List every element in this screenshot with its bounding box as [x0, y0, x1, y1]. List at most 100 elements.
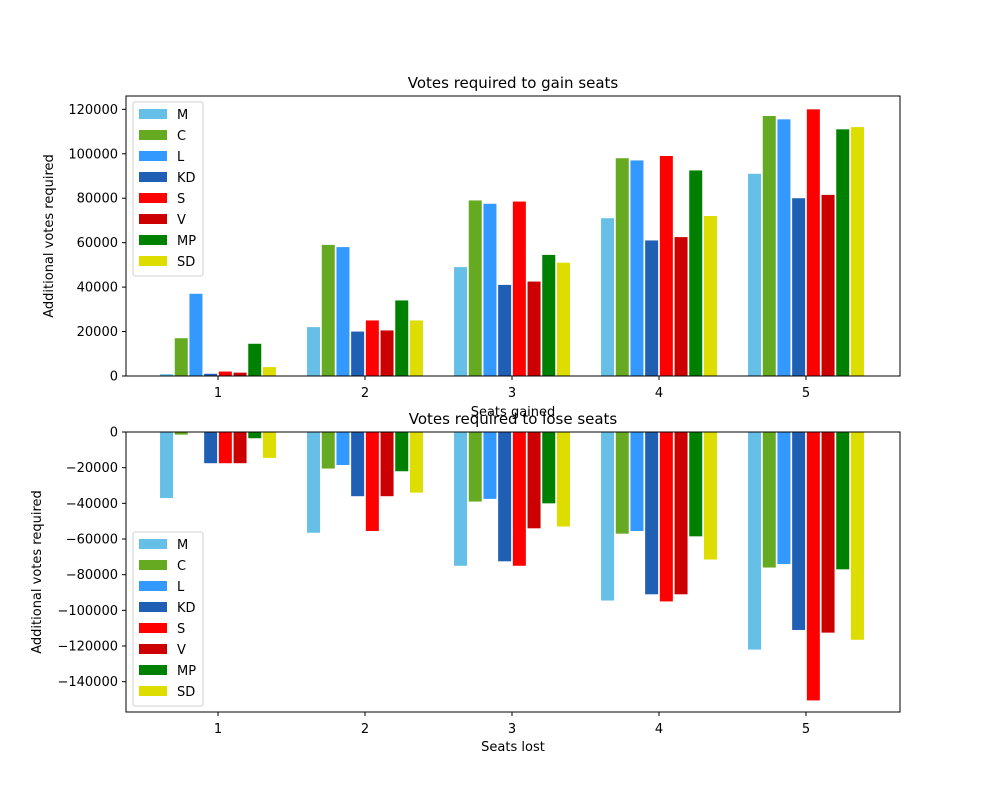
lose-bar-kd-4 — [645, 432, 659, 595]
lose-y-tick-label: −60000 — [66, 533, 118, 548]
lose-bar-s-1 — [218, 432, 232, 464]
lose-x-tick-label: 3 — [508, 722, 516, 737]
gain-legend-swatch-s — [139, 193, 167, 203]
lose-legend-label-c: C — [177, 559, 186, 574]
gain-y-tick-label: 80000 — [77, 192, 118, 207]
lose-legend-swatch-m — [139, 539, 167, 549]
lose-bar-s-3 — [512, 432, 526, 566]
gain-bar-l-4 — [630, 160, 644, 376]
gain-seats-panel: Votes required to gain seats Additional … — [42, 74, 901, 420]
lose-x-tick-label: 4 — [655, 722, 663, 737]
lose-bar-sd-4 — [703, 432, 717, 560]
gain-bar-sd-3 — [556, 262, 570, 376]
gain-legend-label-l: L — [177, 150, 185, 165]
lose-legend-label-s: S — [177, 622, 185, 637]
gain-bar-m-4 — [601, 218, 615, 376]
gain-bar-v-5 — [821, 194, 835, 376]
gain-bar-v-2 — [380, 330, 394, 376]
lose-bars — [160, 432, 864, 701]
lose-seats-panel: Votes required to lose seats Additional … — [30, 410, 901, 755]
lose-y-axis-label: Additional votes required — [30, 490, 45, 654]
gain-bar-m-2 — [307, 327, 321, 376]
lose-legend-swatch-v — [139, 644, 167, 654]
lose-bar-kd-1 — [204, 432, 218, 464]
gain-y-tick-label: 60000 — [77, 236, 118, 251]
lose-bar-mp-4 — [689, 432, 703, 537]
gain-legend-label-kd: KD — [177, 171, 196, 186]
lose-legend-frame — [132, 531, 204, 707]
gain-legend-swatch-v — [139, 214, 167, 224]
gain-bar-sd-2 — [409, 320, 423, 376]
lose-y-tick-label: −40000 — [66, 497, 118, 512]
lose-y-tick-label: −20000 — [66, 461, 118, 476]
gain-chart-title: Votes required to gain seats — [408, 74, 619, 92]
lose-x-axis-label: Seats lost — [481, 740, 545, 755]
gain-bar-v-4 — [674, 237, 688, 376]
lose-bar-sd-1 — [262, 432, 276, 458]
gain-bar-kd-1 — [204, 373, 218, 376]
lose-bar-c-3 — [468, 432, 482, 502]
lose-legend-label-mp: MP — [177, 664, 196, 679]
gain-legend-frame — [132, 101, 204, 277]
lose-legend-label-l: L — [177, 580, 185, 595]
gain-legend-label-sd: SD — [177, 255, 195, 270]
gain-bar-kd-2 — [351, 331, 365, 376]
lose-bar-mp-1 — [248, 432, 262, 439]
lose-y-tick-label: −140000 — [57, 675, 118, 690]
lose-bar-mp-2 — [395, 432, 409, 472]
lose-bar-c-5 — [762, 432, 776, 568]
lose-bar-l-2 — [336, 432, 350, 465]
gain-legend-swatch-m — [139, 109, 167, 119]
lose-legend-swatch-sd — [139, 686, 167, 696]
lose-y-tick-label: −120000 — [57, 640, 118, 655]
gain-bar-c-4 — [615, 158, 629, 376]
gain-bar-l-1 — [189, 293, 203, 376]
lose-bar-mp-5 — [836, 432, 850, 570]
gain-x-tick-label: 4 — [655, 386, 663, 401]
gain-legend-label-mp: MP — [177, 234, 196, 249]
gain-bar-m-3 — [454, 267, 468, 376]
lose-bar-sd-3 — [556, 432, 570, 527]
lose-bar-m-5 — [748, 432, 762, 650]
lose-bar-sd-2 — [409, 432, 423, 493]
gain-bars — [160, 109, 864, 376]
lose-bar-m-3 — [454, 432, 468, 566]
lose-legend-swatch-s — [139, 623, 167, 633]
lose-y-tick-label: −80000 — [66, 568, 118, 583]
gain-plot-frame — [125, 95, 901, 377]
gain-bar-mp-1 — [248, 343, 262, 376]
lose-legend: MCL KD SV MP SD — [132, 531, 204, 707]
gain-bar-c-3 — [468, 200, 482, 376]
gain-y-tick-label: 20000 — [77, 325, 118, 340]
gain-legend-swatch-kd — [139, 172, 167, 182]
gain-bar-sd-1 — [262, 367, 276, 376]
lose-bar-kd-2 — [351, 432, 365, 497]
lose-bar-l-3 — [483, 432, 497, 499]
lose-bar-c-4 — [615, 432, 629, 534]
gain-bar-mp-5 — [836, 129, 850, 376]
gain-bar-kd-4 — [645, 240, 659, 376]
lose-y-tick-label: −100000 — [57, 604, 118, 619]
gain-x-axis-label: Seats gained — [471, 405, 556, 420]
lose-bar-s-4 — [659, 432, 673, 602]
lose-bar-v-1 — [233, 432, 247, 464]
lose-legend-label-v: V — [177, 643, 186, 658]
lose-bar-kd-5 — [792, 432, 806, 630]
gain-bar-s-4 — [659, 156, 673, 376]
gain-legend-swatch-l — [139, 151, 167, 161]
lose-bar-c-1 — [174, 432, 188, 435]
lose-bar-v-4 — [674, 432, 688, 595]
gain-legend-swatch-c — [139, 130, 167, 140]
lose-bar-s-5 — [806, 432, 820, 701]
gain-legend-label-s: S — [177, 192, 185, 207]
gain-legend-label-v: V — [177, 213, 186, 228]
lose-bar-kd-3 — [498, 432, 512, 562]
gain-y-tick-label: 40000 — [77, 281, 118, 296]
gain-legend-label-c: C — [177, 129, 186, 144]
lose-x-tick-label: 2 — [361, 722, 369, 737]
gain-bar-s-2 — [365, 320, 379, 376]
gain-bar-c-5 — [762, 116, 776, 376]
lose-y-tick-label: 0 — [110, 426, 118, 441]
lose-bar-l-5 — [777, 432, 791, 564]
